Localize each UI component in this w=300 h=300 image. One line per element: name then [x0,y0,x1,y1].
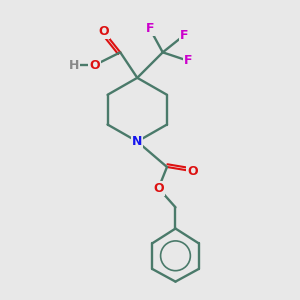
Text: H: H [68,58,79,72]
Text: N: N [132,135,142,148]
Text: F: F [180,29,188,42]
Text: O: O [89,58,100,72]
Text: F: F [184,54,193,67]
Text: O: O [98,25,109,38]
Text: F: F [146,22,154,35]
Text: O: O [187,165,198,178]
Text: O: O [153,182,164,195]
